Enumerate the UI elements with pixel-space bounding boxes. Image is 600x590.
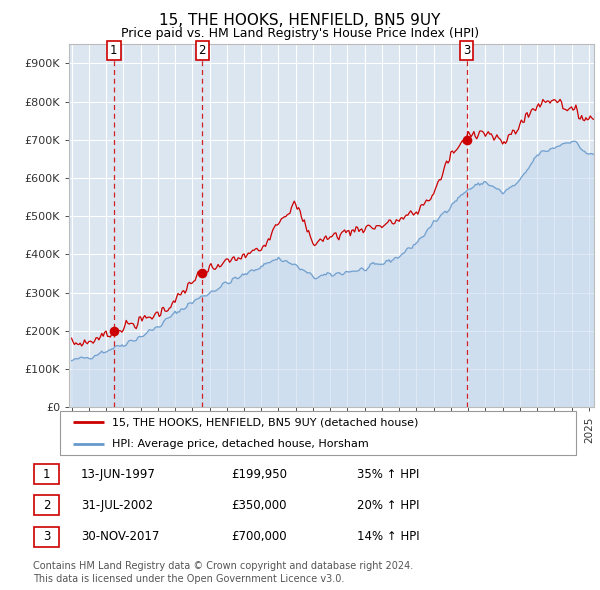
Text: 1: 1	[110, 44, 118, 57]
FancyBboxPatch shape	[34, 464, 59, 484]
Text: £350,000: £350,000	[231, 499, 287, 512]
FancyBboxPatch shape	[34, 526, 59, 547]
Text: Contains HM Land Registry data © Crown copyright and database right 2024.: Contains HM Land Registry data © Crown c…	[33, 561, 413, 571]
Text: 13-JUN-1997: 13-JUN-1997	[81, 467, 156, 481]
Text: HPI: Average price, detached house, Horsham: HPI: Average price, detached house, Hors…	[112, 440, 368, 450]
Text: This data is licensed under the Open Government Licence v3.0.: This data is licensed under the Open Gov…	[33, 574, 344, 584]
Text: £199,950: £199,950	[231, 467, 287, 481]
Text: £700,000: £700,000	[231, 530, 287, 543]
Text: 3: 3	[43, 530, 50, 543]
Text: 15, THE HOOKS, HENFIELD, BN5 9UY: 15, THE HOOKS, HENFIELD, BN5 9UY	[160, 13, 440, 28]
Text: 30-NOV-2017: 30-NOV-2017	[81, 530, 160, 543]
FancyBboxPatch shape	[34, 495, 59, 516]
Text: 15, THE HOOKS, HENFIELD, BN5 9UY (detached house): 15, THE HOOKS, HENFIELD, BN5 9UY (detach…	[112, 417, 418, 427]
Text: 2: 2	[199, 44, 206, 57]
Text: 31-JUL-2002: 31-JUL-2002	[81, 499, 153, 512]
Text: Price paid vs. HM Land Registry's House Price Index (HPI): Price paid vs. HM Land Registry's House …	[121, 27, 479, 40]
Text: 35% ↑ HPI: 35% ↑ HPI	[357, 467, 419, 481]
Text: 20% ↑ HPI: 20% ↑ HPI	[357, 499, 419, 512]
FancyBboxPatch shape	[60, 411, 576, 455]
Text: 14% ↑ HPI: 14% ↑ HPI	[357, 530, 419, 543]
Text: 1: 1	[43, 467, 50, 481]
Text: 2: 2	[43, 499, 50, 512]
Text: 3: 3	[463, 44, 470, 57]
